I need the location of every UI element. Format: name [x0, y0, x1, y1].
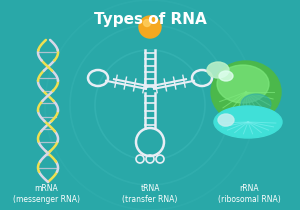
- Circle shape: [143, 20, 151, 26]
- Circle shape: [139, 16, 161, 38]
- Ellipse shape: [214, 106, 282, 138]
- Ellipse shape: [219, 71, 233, 81]
- Ellipse shape: [217, 65, 269, 103]
- Text: rRNA
(ribosomal RNA): rRNA (ribosomal RNA): [218, 184, 280, 204]
- Ellipse shape: [207, 62, 229, 78]
- Ellipse shape: [211, 61, 281, 123]
- Text: mRNA
(messenger RNA): mRNA (messenger RNA): [13, 184, 80, 204]
- Ellipse shape: [241, 94, 271, 114]
- Text: tRNA
(transfer RNA): tRNA (transfer RNA): [122, 184, 178, 204]
- Ellipse shape: [218, 114, 234, 126]
- Text: Types of RNA: Types of RNA: [94, 12, 206, 27]
